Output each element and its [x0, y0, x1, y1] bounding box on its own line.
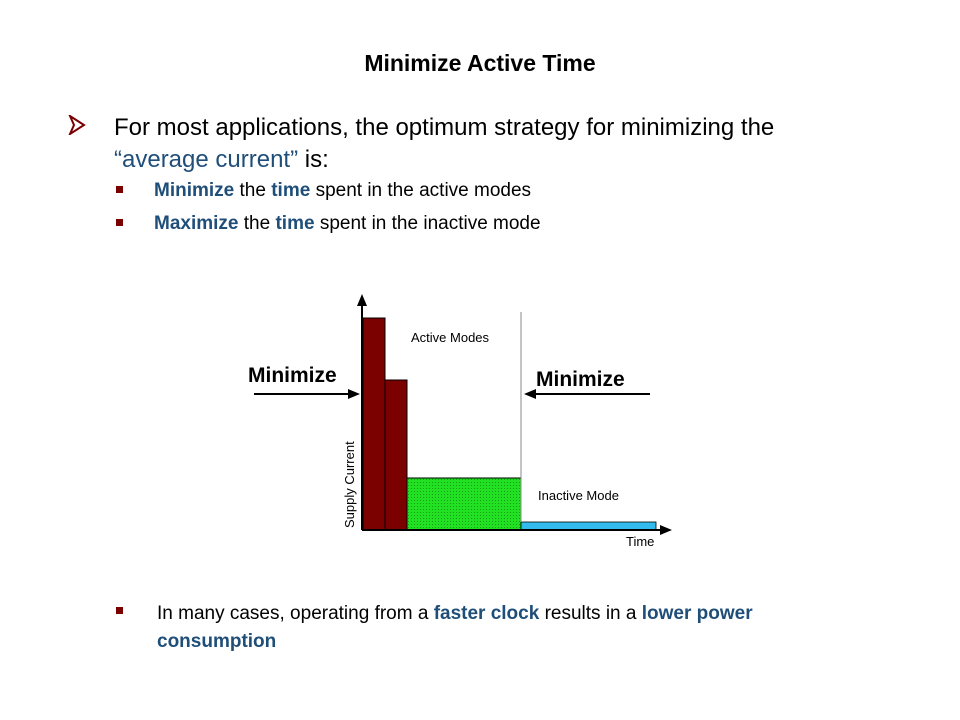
minimize-left-arrowhead-icon	[348, 389, 360, 399]
arrow-bullet-icon	[68, 115, 86, 135]
sub-bullet-1-text-1: the	[234, 180, 272, 201]
sub-bullet-2: Maximize the time spent in the inactive …	[154, 213, 541, 235]
medium-current-bar	[406, 477, 522, 531]
supply-current-diagram: Active Modes Inactive Mode Time Supply C…	[248, 294, 672, 549]
main-bullet-highlight: “average current”	[114, 146, 299, 173]
y-axis-label: Supply Current	[342, 441, 357, 528]
square-bullet-icon	[116, 607, 123, 614]
y-axis-arrowhead-icon	[357, 294, 367, 306]
sub-bullet-2-text-1: the	[238, 213, 276, 234]
sub-bullet-2-text-2: spent in the inactive mode	[314, 213, 541, 234]
square-bullet-icon	[116, 219, 123, 226]
minimize-right-arrowhead-icon	[524, 389, 536, 399]
final-bullet: In many cases, operating from a faster c…	[157, 600, 877, 656]
x-axis-arrowhead-icon	[660, 525, 672, 535]
active-modes-label: Active Modes	[411, 330, 490, 345]
inactive-bar	[520, 521, 657, 531]
active-bar-high	[362, 317, 386, 531]
x-axis-label: Time	[626, 534, 654, 549]
minimize-right-label: Minimize	[536, 368, 625, 391]
final-bullet-bold-1: faster clock	[433, 603, 540, 624]
square-bullet-icon	[116, 186, 123, 193]
sub-bullet-1: Minimize the time spent in the active mo…	[154, 180, 531, 202]
final-bullet-bold-2: lower power consumption	[157, 603, 753, 652]
minimize-left-label: Minimize	[248, 364, 337, 387]
main-bullet-text-1: For most applications, the optimum strat…	[114, 114, 775, 141]
sub-bullet-1-bold-2: time	[271, 180, 311, 201]
final-bullet-text-1: In many cases, operating from a	[157, 603, 434, 624]
main-bullet-text-2: is:	[298, 146, 329, 173]
active-bar-mid	[384, 379, 408, 531]
main-bullet: For most applications, the optimum strat…	[114, 112, 874, 176]
sub-bullet-1-bold-1: Minimize	[154, 180, 235, 201]
inactive-mode-label: Inactive Mode	[538, 488, 619, 503]
sub-bullet-1-text-2: spent in the active modes	[310, 180, 532, 201]
sub-bullet-2-bold-1: Maximize	[154, 213, 239, 234]
final-bullet-text-2: results in a	[539, 603, 642, 624]
sub-bullet-2-bold-2: time	[275, 213, 315, 234]
slide-title: Minimize Active Time	[364, 50, 596, 76]
